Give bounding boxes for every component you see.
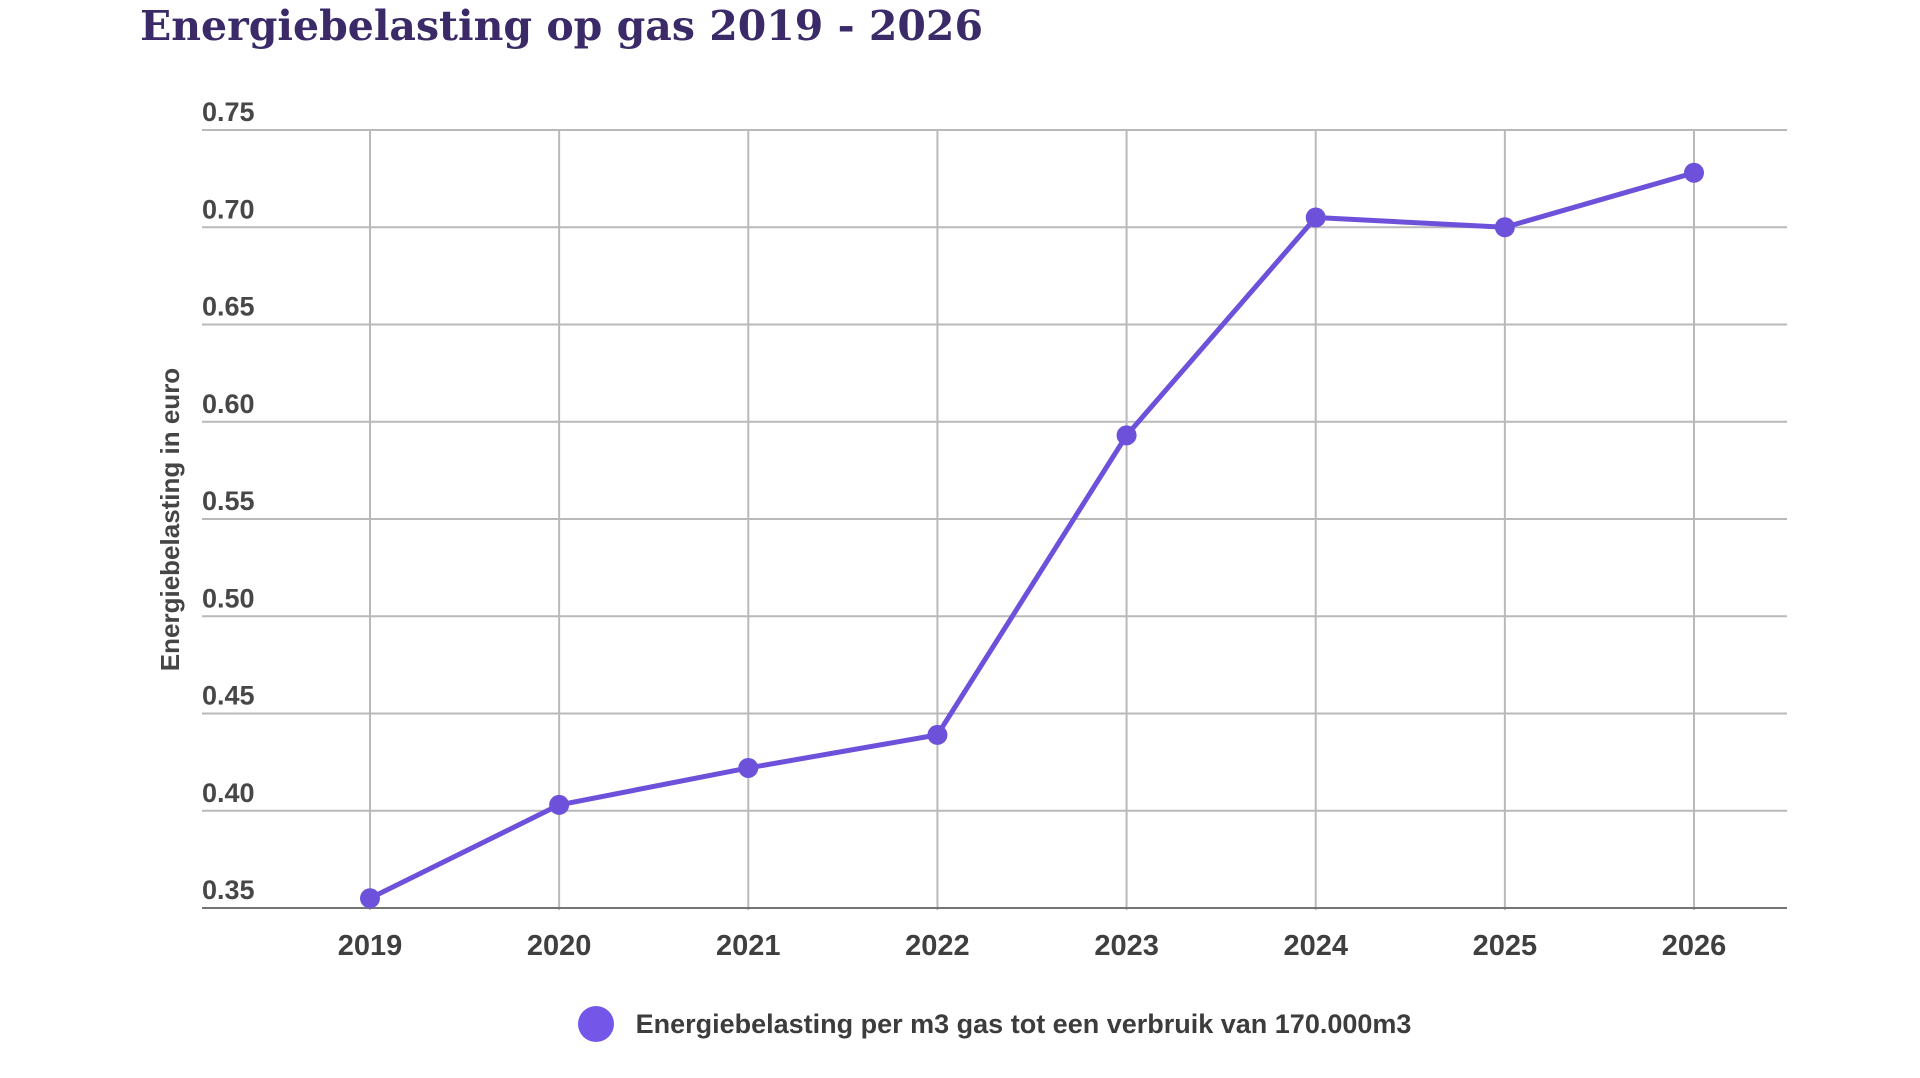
data-point (1305, 207, 1326, 228)
legend-label: Energiebelasting per m3 gas tot een verb… (635, 1008, 1412, 1039)
chart-title: Energiebelasting op gas 2019 - 2026 (140, 2, 983, 50)
data-point (1684, 162, 1704, 183)
y-tick-label: 0.45 (202, 681, 255, 711)
x-tick-label: 2023 (1094, 930, 1159, 962)
data-point (1116, 425, 1137, 446)
data-point (360, 888, 380, 909)
y-tick-label: 0.55 (202, 486, 255, 516)
y-tick-label: 0.50 (202, 583, 255, 613)
x-tick-label: 2021 (716, 930, 781, 962)
legend-marker-icon (577, 1006, 614, 1042)
y-tick-label: 0.75 (202, 97, 255, 127)
x-tick-label: 2019 (338, 930, 403, 962)
x-tick-label: 2025 (1473, 930, 1538, 962)
y-tick-label: 0.35 (202, 875, 255, 905)
x-tick-label: 2024 (1283, 930, 1348, 962)
x-tick-label: 2026 (1662, 930, 1727, 962)
x-tick-label: 2022 (905, 930, 970, 962)
legend: Energiebelasting per m3 gas tot een verb… (202, 1006, 1787, 1042)
data-point (738, 757, 759, 778)
y-tick-label: 0.40 (202, 778, 255, 808)
y-tick-label: 0.65 (202, 292, 255, 322)
data-point (1494, 217, 1515, 238)
data-point (549, 794, 570, 815)
y-tick-label: 0.70 (202, 194, 255, 224)
x-tick-label: 2020 (527, 930, 592, 962)
data-point (927, 724, 948, 745)
y-tick-label: 0.60 (202, 389, 255, 419)
data-line (367, 170, 1697, 901)
